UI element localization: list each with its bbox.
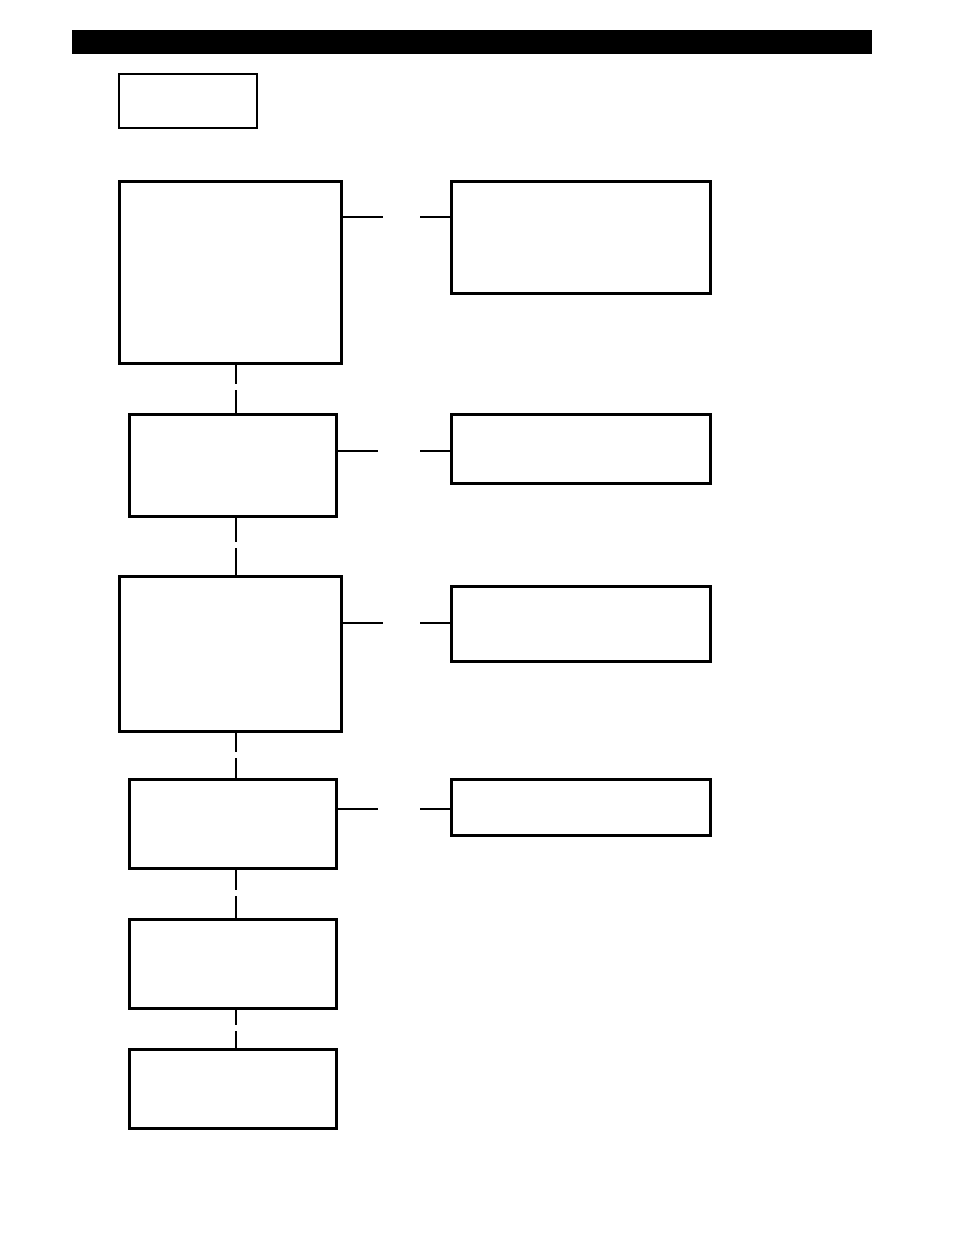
flow-node — [128, 1048, 338, 1130]
flowchart-page — [0, 0, 954, 1235]
flow-node — [118, 73, 258, 129]
flow-node — [450, 180, 712, 295]
flow-node — [118, 575, 343, 733]
flow-edge-segment — [343, 622, 383, 624]
flow-edge-segment — [235, 548, 237, 575]
flow-node — [450, 413, 712, 485]
header-bar — [72, 30, 872, 54]
flow-node — [450, 585, 712, 663]
flow-edge-segment — [338, 450, 378, 452]
flow-edge-segment — [235, 365, 237, 384]
flow-edge-segment — [235, 518, 237, 542]
flow-node — [128, 778, 338, 870]
flow-edge-segment — [338, 808, 378, 810]
flow-edge-segment — [343, 216, 383, 218]
flow-node — [450, 778, 712, 837]
flow-edge-segment — [235, 870, 237, 890]
flow-edge-segment — [235, 1010, 237, 1025]
flow-edge-segment — [235, 733, 237, 752]
flow-edge-segment — [420, 622, 450, 624]
flow-node — [128, 413, 338, 518]
flow-edge-segment — [235, 758, 237, 778]
flow-edge-segment — [235, 390, 237, 413]
flow-edge-segment — [235, 896, 237, 918]
flow-edge-segment — [420, 216, 450, 218]
flow-node — [118, 180, 343, 365]
flow-edge-segment — [420, 808, 450, 810]
flow-edge-segment — [420, 450, 450, 452]
flow-node — [128, 918, 338, 1010]
flow-edge-segment — [235, 1031, 237, 1048]
